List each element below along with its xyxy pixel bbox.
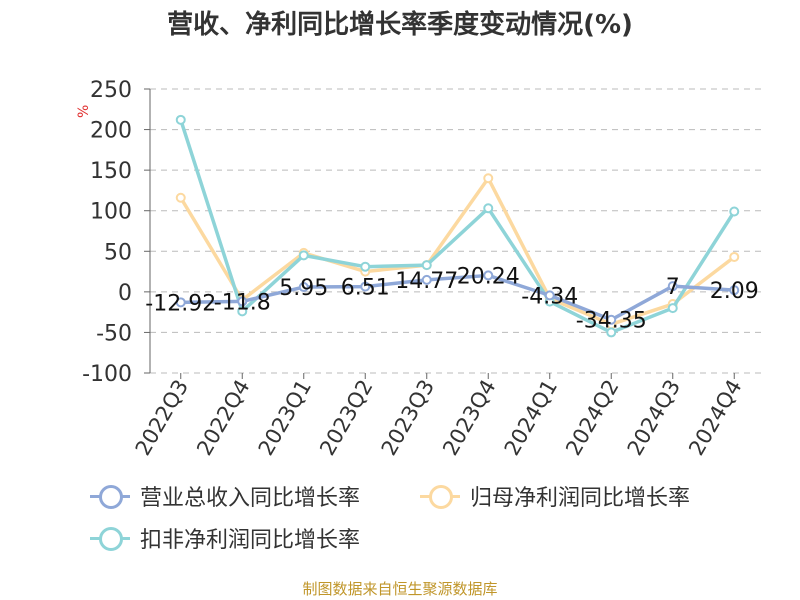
legend-item-net-profit[interactable]: 归母净利润同比增长率: [416, 480, 690, 512]
data-point: [606, 314, 617, 325]
legend-item-revenue[interactable]: 营业总收入同比增长率: [86, 480, 360, 512]
data-point: [175, 114, 186, 125]
chart-title: 营收、净利同比增长率季度变动情况(%): [167, 10, 633, 40]
data-point: [421, 260, 432, 271]
x-tick-label: 2024Q4: [684, 376, 746, 460]
legend-label-net-profit: 归母净利润同比增长率: [470, 486, 691, 511]
y-tick-label: 150: [90, 159, 132, 184]
series-line-0: [180, 273, 735, 322]
data-label: 2.09: [710, 279, 759, 304]
data-label: 5.95: [279, 276, 328, 301]
series-lines: [175, 114, 740, 338]
legend-label-deducted-profit: 扣非净利润同比增长率: [140, 528, 361, 553]
legend-swatch-revenue: [86, 481, 134, 511]
y-tick-label: 250: [90, 78, 132, 103]
data-point: [421, 274, 432, 285]
data-point: [729, 285, 740, 296]
data-label: 7: [666, 275, 680, 300]
x-tick-label: 2022Q3: [131, 376, 193, 460]
x-tick-label: 2024Q1: [500, 376, 562, 460]
data-point: [729, 206, 740, 217]
data-point: [483, 203, 494, 214]
data-label: -12.92: [145, 291, 216, 316]
y-tick-label: 0: [118, 281, 132, 306]
legend-swatch-deducted-profit: [86, 523, 134, 553]
y-tick-label: -50: [96, 321, 132, 346]
data-point: [175, 297, 186, 308]
data-point: [298, 250, 309, 261]
data-point: [298, 282, 309, 293]
x-tick-label: 2023Q3: [377, 376, 439, 460]
grid-lines: [150, 88, 765, 374]
data-source: 制图数据来自恒生聚源数据库: [302, 580, 498, 598]
y-tick-label: 50: [104, 240, 132, 265]
x-tick-label: 2023Q4: [438, 376, 500, 460]
x-tick-label: 2022Q4: [192, 376, 254, 460]
data-label: 14.77: [395, 269, 458, 294]
data-label: -34.35: [576, 309, 647, 334]
data-point: [544, 290, 555, 301]
y-tick-label: 100: [90, 200, 132, 225]
data-point: [175, 192, 186, 203]
data-label: -11.8: [214, 290, 271, 315]
data-point: [360, 261, 371, 272]
data-point: [360, 281, 371, 292]
data-point: [237, 306, 248, 317]
legend-label-revenue: 营业总收入同比增长率: [140, 486, 361, 511]
y-tick-label: 200: [90, 119, 132, 144]
data-point: [483, 270, 494, 281]
data-label: 20.24: [457, 264, 520, 289]
data-label: -4.34: [521, 284, 578, 309]
y-tick-label: -100: [82, 362, 132, 387]
data-point: [237, 296, 248, 307]
series-line-2: [179, 119, 736, 335]
data-point: [483, 173, 494, 184]
data-point: [729, 251, 740, 262]
x-tick-label: 2024Q2: [561, 376, 623, 460]
data-labels: -12.92-11.8 5.95 6.51 14.7720.24-4.34-34.35…: [145, 264, 758, 333]
data-point: [667, 303, 678, 314]
data-point: [667, 281, 678, 292]
x-tick-label: 2023Q2: [315, 376, 377, 460]
x-tick-label: 2024Q3: [623, 376, 685, 460]
series-line-1: [179, 176, 736, 327]
legend-swatch-net-profit: [416, 481, 464, 511]
data-point: [606, 327, 617, 338]
legend-item-deducted-profit[interactable]: 扣非净利润同比增长率: [86, 522, 360, 554]
data-label: 6.51: [341, 276, 390, 301]
x-tick-label: 2023Q1: [254, 376, 316, 460]
